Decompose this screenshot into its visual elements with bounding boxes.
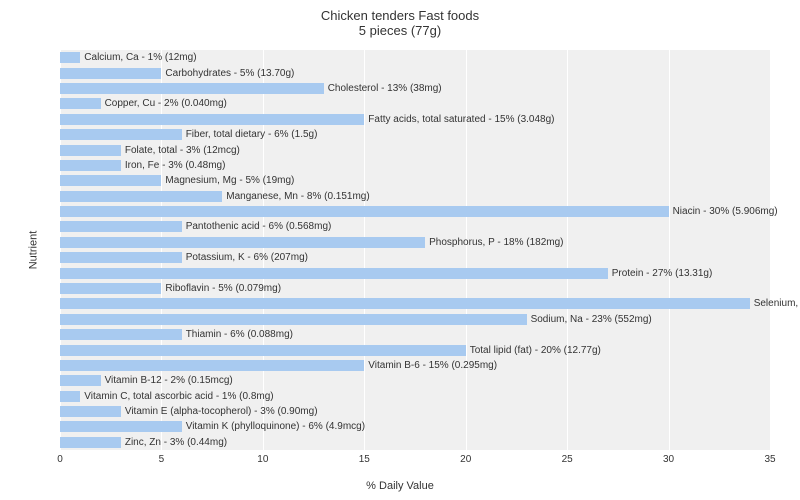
bar xyxy=(60,252,182,263)
bar xyxy=(60,175,161,186)
bar xyxy=(60,437,121,448)
bar-label: Thiamin - 6% (0.088mg) xyxy=(186,329,293,340)
bar xyxy=(60,191,222,202)
bar-label: Potassium, K - 6% (207mg) xyxy=(186,252,308,263)
bar xyxy=(60,360,364,371)
grid-line xyxy=(364,50,365,450)
bar-label: Vitamin B-12 - 2% (0.15mcg) xyxy=(105,375,233,386)
bar xyxy=(60,160,121,171)
bar-label: Riboflavin - 5% (0.079mg) xyxy=(165,283,281,294)
bar-label: Protein - 27% (13.31g) xyxy=(612,268,713,279)
chart-container: Chicken tenders Fast foods 5 pieces (77g… xyxy=(0,0,800,500)
bar xyxy=(60,421,182,432)
bar-label: Magnesium, Mg - 5% (19mg) xyxy=(165,175,294,186)
bar xyxy=(60,375,101,386)
chart-title-group: Chicken tenders Fast foods 5 pieces (77g… xyxy=(0,0,800,38)
bar xyxy=(60,406,121,417)
bar xyxy=(60,329,182,340)
bar xyxy=(60,129,182,140)
x-tick-label: 0 xyxy=(57,454,63,465)
bar xyxy=(60,114,364,125)
bar-label: Folate, total - 3% (12mcg) xyxy=(125,145,240,156)
bar xyxy=(60,283,161,294)
grid-line xyxy=(669,50,670,450)
bar-label: Niacin - 30% (5.906mg) xyxy=(673,206,778,217)
bar-label: Fiber, total dietary - 6% (1.5g) xyxy=(186,129,318,140)
bar xyxy=(60,237,425,248)
bar-label: Pantothenic acid - 6% (0.568mg) xyxy=(186,221,332,232)
bar-label: Selenium, Se - 34% (23.8mcg) xyxy=(754,298,800,309)
x-tick-label: 5 xyxy=(159,454,165,465)
bar xyxy=(60,268,608,279)
bar xyxy=(60,345,466,356)
bar xyxy=(60,221,182,232)
bar xyxy=(60,145,121,156)
chart-title-2: 5 pieces (77g) xyxy=(0,23,800,38)
bar-label: Vitamin E (alpha-tocopherol) - 3% (0.90m… xyxy=(125,406,318,417)
bar-label: Manganese, Mn - 8% (0.151mg) xyxy=(226,191,369,202)
grid-line xyxy=(567,50,568,450)
x-tick-label: 20 xyxy=(460,454,471,465)
bar-label: Vitamin C, total ascorbic acid - 1% (0.8… xyxy=(84,391,273,402)
bar-label: Zinc, Zn - 3% (0.44mg) xyxy=(125,437,227,448)
bar-label: Vitamin B-6 - 15% (0.295mg) xyxy=(368,360,497,371)
bar-label: Cholesterol - 13% (38mg) xyxy=(328,83,442,94)
bar xyxy=(60,52,80,63)
x-tick-label: 10 xyxy=(257,454,268,465)
bar-label: Vitamin K (phylloquinone) - 6% (4.9mcg) xyxy=(186,421,365,432)
x-axis-label: % Daily Value xyxy=(366,480,434,492)
bar xyxy=(60,98,101,109)
bar xyxy=(60,68,161,79)
bar-label: Total lipid (fat) - 20% (12.77g) xyxy=(470,345,601,356)
bar-label: Phosphorus, P - 18% (182mg) xyxy=(429,237,563,248)
bar-label: Copper, Cu - 2% (0.040mg) xyxy=(105,98,227,109)
x-tick-label: 35 xyxy=(764,454,775,465)
chart-title-1: Chicken tenders Fast foods xyxy=(0,8,800,23)
x-tick-label: 25 xyxy=(562,454,573,465)
bar xyxy=(60,314,527,325)
x-tick-label: 30 xyxy=(663,454,674,465)
grid-line xyxy=(466,50,467,450)
bar-label: Carbohydrates - 5% (13.70g) xyxy=(165,68,294,79)
bar-label: Sodium, Na - 23% (552mg) xyxy=(531,314,652,325)
bar xyxy=(60,206,669,217)
plot-area: Calcium, Ca - 1% (12mg) Carbohydrates - 5… xyxy=(60,50,770,450)
bar-label: Iron, Fe - 3% (0.48mg) xyxy=(125,160,226,171)
bar-label: Calcium, Ca - 1% (12mg) xyxy=(84,52,196,63)
bar xyxy=(60,83,324,94)
bar-label: Fatty acids, total saturated - 15% (3.04… xyxy=(368,114,554,125)
y-axis-label: Nutrient xyxy=(27,231,39,270)
x-tick-label: 15 xyxy=(359,454,370,465)
bar xyxy=(60,298,750,309)
bar xyxy=(60,391,80,402)
grid-line xyxy=(770,50,771,450)
